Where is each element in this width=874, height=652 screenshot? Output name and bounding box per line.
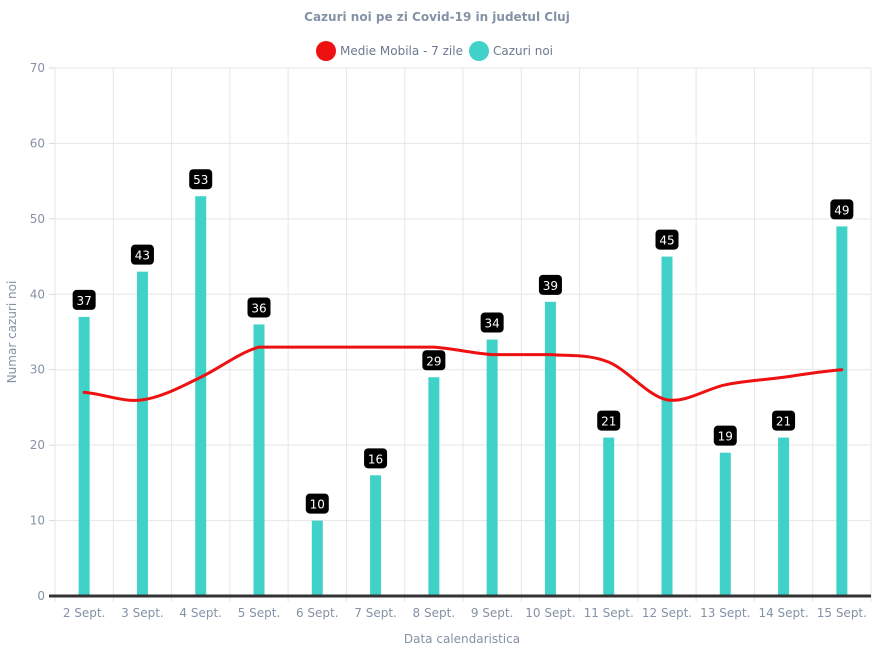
axis-layer: 0 10 20 30 40 50 60 70 2 Sept. 3 Sept. 4 Sept. 5 Se… (30, 61, 871, 620)
bar[interactable] (486, 339, 498, 596)
legend-item-new-cases[interactable]: Cazuri noi (469, 41, 553, 61)
y-tick-label: 50 (30, 212, 45, 226)
data-label: 37 (77, 294, 92, 308)
y-tick-label: 30 (30, 363, 45, 377)
x-tick-label: 9 Sept. (471, 606, 514, 620)
data-label: 21 (776, 415, 791, 429)
x-tick-label: 2 Sept. (63, 606, 106, 620)
data-label: 21 (601, 415, 616, 429)
y-tick-label: 60 (30, 136, 45, 150)
bar[interactable] (253, 324, 265, 596)
data-label: 49 (834, 203, 849, 217)
data-label: 29 (426, 354, 441, 368)
data-label: 10 (310, 498, 325, 512)
data-label-box (189, 169, 213, 190)
grid-layer (49, 67, 872, 602)
y-axis-title: Numar cazuri noi (5, 281, 19, 384)
data-label-box (830, 199, 854, 220)
legend-swatch-moving-average (316, 41, 336, 61)
legend-label-new-cases: Cazuri noi (493, 44, 553, 58)
bar[interactable] (78, 316, 90, 596)
bar[interactable] (778, 437, 790, 596)
data-label: 36 (251, 301, 266, 315)
x-tick-label: 3 Sept. (121, 606, 164, 620)
x-tick-label: 8 Sept. (413, 606, 456, 620)
y-tick-label: 70 (30, 61, 45, 75)
y-tick-label: 40 (30, 287, 45, 301)
legend-item-moving-average[interactable]: Medie Mobila - 7 zile (316, 41, 463, 61)
y-tick-label: 20 (30, 438, 45, 452)
data-label-box (713, 425, 737, 446)
bar[interactable] (195, 196, 207, 596)
bar-layer (78, 196, 848, 596)
x-tick-label: 4 Sept. (179, 606, 222, 620)
x-axis-title: Data calendaristica (404, 632, 520, 646)
y-tick-label: 10 (30, 514, 45, 528)
data-label-box (538, 274, 562, 295)
data-label: 19 (718, 430, 733, 444)
data-label-box (655, 229, 679, 250)
data-label: 43 (135, 249, 150, 263)
legend-label-moving-average: Medie Mobila - 7 zile (340, 44, 463, 58)
x-tick-label: 13 Sept. (700, 606, 750, 620)
x-tick-label: 7 Sept. (354, 606, 397, 620)
bar[interactable] (136, 271, 148, 596)
chart-title: Cazuri noi pe zi Covid-19 in judetul Clu… (304, 10, 570, 24)
x-tick-label: 14 Sept. (758, 606, 808, 620)
bar[interactable] (836, 226, 848, 596)
data-label: 34 (485, 317, 500, 331)
data-label: 45 (659, 234, 674, 248)
x-tick-label: 6 Sept. (296, 606, 339, 620)
data-label-box (130, 244, 154, 265)
data-label-box (422, 350, 446, 371)
data-label: 39 (543, 279, 558, 293)
data-label-box (480, 312, 504, 333)
x-tick-label: 11 Sept. (584, 606, 634, 620)
bar[interactable] (719, 452, 731, 596)
legend-swatch-new-cases (469, 41, 489, 61)
y-tick-label: 0 (37, 589, 45, 603)
bar[interactable] (370, 475, 382, 596)
data-label: 53 (193, 173, 208, 187)
data-label-box (364, 448, 388, 469)
data-label-box (772, 410, 796, 431)
bar[interactable] (311, 520, 323, 596)
x-tick-label: 10 Sept. (525, 606, 575, 620)
x-tick-label: 12 Sept. (642, 606, 692, 620)
moving-average-line[interactable] (82, 345, 844, 402)
legend: Medie Mobila - 7 zile Cazuri noi (316, 41, 553, 61)
bar[interactable] (661, 256, 673, 596)
data-label-box (247, 297, 271, 318)
x-tick-label: 15 Sept. (817, 606, 867, 620)
bar[interactable] (544, 301, 556, 596)
x-tick-label: 5 Sept. (238, 606, 281, 620)
label-layer: 37 43 53 36 10 16 29 34 39 21 45 19 21 49 (72, 169, 854, 514)
line-layer (82, 345, 844, 402)
data-label-box (597, 410, 621, 431)
data-label: 16 (368, 452, 383, 466)
data-label-box (72, 289, 96, 310)
bar[interactable] (428, 377, 440, 596)
data-label-box (305, 493, 329, 514)
bar[interactable] (603, 437, 615, 596)
